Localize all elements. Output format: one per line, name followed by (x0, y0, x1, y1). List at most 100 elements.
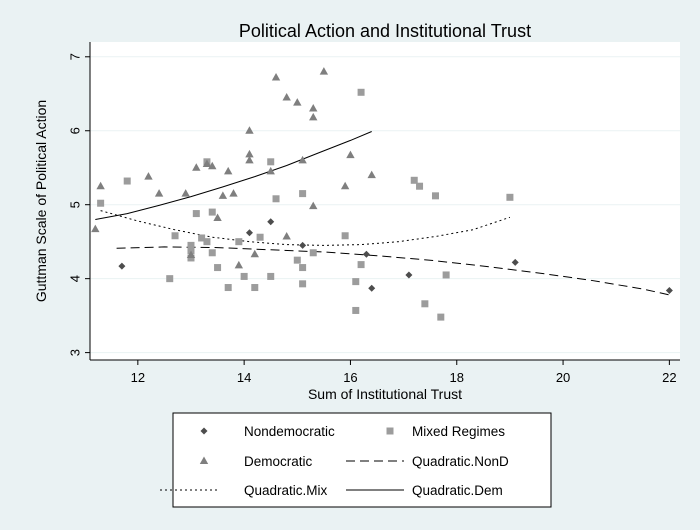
nondemocratic-point (368, 284, 376, 292)
mixed-regime-point (166, 275, 174, 283)
mixed-regime-point (192, 210, 200, 218)
fit-line-quadratic-dem (95, 131, 372, 220)
democratic-point (202, 159, 212, 168)
mixed-regime-point (123, 177, 131, 185)
legend-label: Mixed Regimes (412, 424, 505, 439)
nondemocratic-point (299, 241, 307, 249)
x-tick-label: 14 (237, 370, 251, 385)
legend-label: Nondemocratic (244, 424, 335, 439)
mixed-regime-point (267, 158, 275, 166)
democratic-point (245, 126, 254, 134)
mixed-regime-point (256, 233, 264, 241)
mixed-regime-point (506, 193, 514, 201)
legend-label: Quadratic.NonD (412, 454, 509, 469)
democratic-point (282, 92, 291, 101)
mixed-regime-point (357, 88, 365, 96)
nondemocratic-point (362, 250, 370, 258)
mixed-regime-point (235, 238, 243, 246)
nondemocratic-point (665, 286, 673, 294)
mixed-regime-point (410, 176, 418, 184)
mixed-regime-point (442, 271, 450, 279)
mixed-regime-point (309, 249, 317, 257)
legend-marker (386, 427, 394, 435)
mixed-regime-point (198, 234, 206, 242)
x-tick-label: 22 (662, 370, 676, 385)
democratic-point (208, 161, 217, 170)
legend-marker (200, 427, 208, 435)
democratic-point (293, 98, 302, 106)
mixed-regime-point (352, 306, 360, 314)
mixed-regime-point (171, 232, 179, 240)
democratic-point (346, 150, 355, 159)
democratic-point (266, 166, 275, 175)
mixed-regime-point (416, 182, 424, 190)
mixed-regime-point (267, 272, 275, 280)
plot-area (90, 42, 680, 360)
nondemocratic-point (118, 262, 126, 270)
democratic-point (309, 104, 318, 112)
fit-line-quadratic-nond (116, 246, 670, 296)
fit-line-quadratic-mix (100, 210, 511, 246)
nondemocratic-point (405, 271, 413, 279)
mixed-regime-point (203, 238, 211, 246)
chart-title: Political Action and Institutional Trust (239, 21, 531, 41)
democratic-point (309, 201, 318, 210)
x-tick-label: 16 (343, 370, 357, 385)
democratic-point (218, 191, 228, 199)
legend-marker (199, 456, 209, 464)
mixed-regime-point (437, 313, 445, 321)
y-tick-label: 7 (67, 53, 82, 60)
democratic-point (96, 181, 105, 190)
mixed-regime-point (97, 199, 105, 207)
democratic-point (154, 189, 164, 197)
democratic-point (192, 163, 201, 171)
mixed-regime-point (431, 192, 439, 200)
legend-label: Democratic (244, 454, 313, 469)
democratic-point (245, 155, 254, 164)
mixed-regime-point (357, 261, 365, 269)
y-tick-label: 4 (67, 275, 82, 282)
democratic-point (186, 250, 196, 258)
y-tick-label: 6 (67, 127, 82, 134)
nondemocratic-point (245, 229, 253, 237)
democratic-point (309, 112, 318, 121)
mixed-regime-point (208, 249, 216, 257)
mixed-regime-point (352, 278, 360, 286)
y-axis-title: Guttman Scale of Political Action (33, 100, 49, 302)
mixed-regime-point (299, 264, 307, 272)
democratic-point (340, 181, 350, 190)
democratic-point (229, 189, 238, 197)
fit-curves (95, 131, 670, 296)
mixed-regime-point (214, 264, 222, 272)
legend-label: Quadratic.Mix (244, 483, 328, 498)
mixed-regime-point (187, 241, 195, 249)
mixed-regime-point (421, 300, 429, 308)
mixed-regime-point (293, 256, 301, 264)
nondemocratic-point (511, 258, 519, 266)
democratic-point (181, 189, 190, 197)
democratic-point (298, 155, 307, 164)
mixed-regime-point (299, 190, 307, 198)
nondemocratic-point (267, 218, 275, 226)
legend-label: Quadratic.Dem (412, 483, 503, 498)
legend (172, 412, 552, 508)
mixed-regime-point (272, 195, 280, 203)
legend-items: Nondemocratic Mixed Regimes Democratic Quad… (160, 424, 509, 498)
scatter-points (91, 67, 673, 321)
democratic-point (91, 224, 100, 233)
democratic-point (271, 72, 281, 81)
democratic-point (234, 260, 244, 269)
democratic-point (282, 231, 291, 240)
democratic-point (223, 166, 233, 175)
mixed-regime-point (341, 232, 349, 240)
ticks: 3 4 5 6 7 12 14 16 18 20 22 (67, 53, 676, 385)
mixed-regime-point (299, 280, 307, 288)
democratic-point (213, 213, 222, 222)
democratic-point (245, 149, 254, 158)
mixed-regime-point (240, 272, 248, 280)
democratic-point (250, 249, 259, 258)
x-tick-label: 20 (556, 370, 570, 385)
democratic-point (319, 67, 329, 75)
